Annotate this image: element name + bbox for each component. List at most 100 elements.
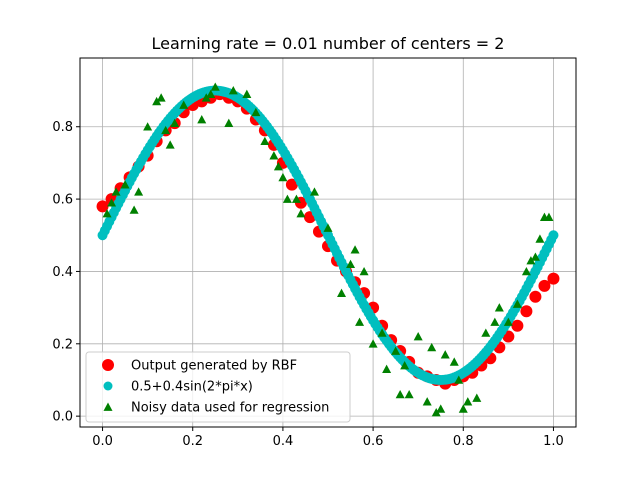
noisy-data-point: [111, 187, 121, 196]
noisy-data-point: [503, 317, 513, 326]
noisy-data-point: [404, 389, 414, 399]
noisy-data-point: [278, 172, 288, 182]
legend-item-noisy-marker: [103, 402, 113, 411]
rbf-output-point: [96, 200, 109, 213]
noisy-data-point: [526, 256, 536, 265]
noisy-data-point: [152, 96, 162, 106]
noisy-data-point: [129, 205, 139, 214]
noisy-data-point: [337, 288, 347, 297]
noisy-data-point: [472, 393, 482, 402]
y-tick-label: 0.0: [52, 410, 73, 425]
x-tick-label: 0.8: [453, 434, 474, 449]
legend-item-rbf: Output generated by RBF: [102, 359, 297, 374]
noisy-data-point: [323, 223, 333, 232]
noisy-data-point: [436, 404, 446, 413]
x-tick-label: 1.0: [543, 434, 564, 449]
noisy-data-point: [201, 93, 211, 102]
rbf-output-point: [520, 305, 533, 318]
noisy-data-point: [206, 89, 216, 99]
legend-item-sine-marker: [103, 381, 113, 391]
legend-item-rbf-label: Output generated by RBF: [131, 359, 297, 374]
y-tick-label: 0.4: [52, 265, 73, 280]
noisy-data-point: [431, 408, 441, 417]
noisy-data-point: [512, 299, 522, 308]
legend-box: [85, 351, 351, 423]
noisy-data-point: [463, 397, 473, 406]
noisy-data-point: [170, 118, 180, 127]
legend-item-noisy-label: Noisy data used for regression: [131, 401, 329, 416]
x-tick-label: 0.6: [363, 434, 384, 449]
y-tick-label: 0.8: [52, 120, 73, 135]
noisy-data-point: [224, 118, 234, 127]
noisy-data-point: [210, 82, 220, 91]
rbf-output-point: [529, 290, 542, 303]
noisy-data-point: [391, 346, 401, 355]
noisy-data-point: [413, 332, 423, 341]
legend-item-rbf-marker: [102, 359, 114, 371]
noisy-data-point: [359, 266, 369, 276]
noisy-data-point: [427, 342, 437, 352]
series-layer: [96, 82, 560, 417]
noisy-data-point: [107, 198, 117, 207]
chart-title: Learning rate = 0.01 number of centers =…: [152, 34, 505, 53]
noisy-data-point: [454, 375, 464, 384]
noisy-data-point: [102, 209, 112, 218]
y-tick-label: 0.2: [52, 337, 73, 352]
noisy-data-point: [309, 187, 319, 196]
noisy-data-point: [382, 364, 392, 373]
rbf-output-point: [511, 319, 524, 332]
noisy-data-point: [143, 122, 153, 131]
noisy-data-point: [368, 339, 378, 348]
noisy-data-point: [165, 140, 175, 149]
noisy-data-point: [458, 404, 468, 413]
noisy-data-point: [449, 357, 459, 366]
noisy-data-point: [521, 266, 531, 276]
noisy-data-point: [291, 194, 301, 203]
noisy-data-point: [197, 115, 207, 124]
noisy-data-point: [535, 234, 545, 243]
x-tick-label: 0.4: [273, 434, 294, 449]
rbf-output-point: [538, 279, 551, 292]
noisy-data-point: [228, 86, 238, 95]
noisy-data-point: [400, 361, 410, 370]
noisy-data-point: [481, 328, 491, 337]
legend: Output generated by RBF 0.5+0.4sin(2*pi*x…: [85, 351, 351, 423]
noisy-data-point: [395, 389, 405, 399]
legend-item-noisy: Noisy data used for regression: [103, 401, 329, 416]
legend-item-sine-label: 0.5+0.4sin(2*pi*x): [131, 380, 253, 395]
noisy-data-point: [355, 317, 365, 326]
noisy-data-point: [134, 187, 144, 196]
noisy-data-point: [530, 252, 540, 261]
grid-layer: [80, 58, 576, 427]
noisy-data-point: [120, 180, 130, 189]
noisy-data-point: [440, 350, 450, 359]
x-tick-label: 0.2: [182, 434, 203, 449]
noisy-data-point: [490, 317, 500, 326]
noisy-data-point: [494, 303, 504, 312]
noisy-data-point: [296, 209, 306, 218]
legend-item-sine: 0.5+0.4sin(2*pi*x): [103, 380, 253, 395]
noisy-data-point: [242, 89, 252, 99]
plot-frame: [79, 57, 577, 428]
noisy-data-point: [422, 397, 432, 406]
noisy-data-point: [179, 100, 189, 109]
noisy-data-point: [260, 136, 270, 146]
sine-function-point: [548, 230, 559, 241]
rbf-output-point: [285, 178, 298, 191]
noisy-data-point: [346, 259, 356, 269]
noisy-data-point: [544, 212, 554, 222]
noisy-data-point: [161, 125, 171, 135]
noisy-data-point: [273, 162, 283, 171]
noisy-data-point: [377, 328, 387, 337]
noisy-data-point: [350, 245, 360, 254]
x-tick-label: 0.0: [92, 434, 113, 449]
noisy-data-point: [251, 107, 261, 117]
noisy-data-point: [269, 151, 279, 160]
y-tick-label: 0.6: [52, 193, 73, 208]
noisy-data-point: [282, 194, 292, 203]
rbf-output-point: [547, 272, 560, 285]
axis-layer: 0.0 0.2 0.4 0.6 0.8 1.0 0.0 0.2 0.4 0.6 0.8: [52, 120, 563, 449]
noisy-data-point: [156, 93, 166, 102]
